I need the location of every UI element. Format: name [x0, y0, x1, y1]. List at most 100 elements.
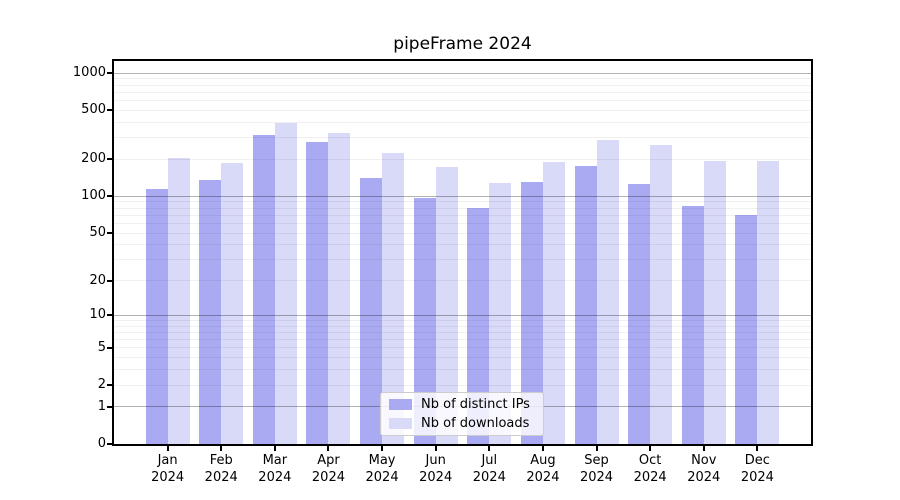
x-tick-mark [756, 446, 759, 451]
y-tick-mark [107, 443, 112, 445]
bar-distinct-ips [413, 197, 436, 444]
bar-downloads [757, 160, 780, 444]
bar-distinct-ips [681, 206, 704, 444]
y-tick-label: 0 [97, 436, 106, 451]
bar-distinct-ips [145, 188, 168, 444]
x-tick-mark [273, 446, 276, 451]
bar-distinct-ips [199, 180, 222, 444]
x-tick-label: Jun 2024 [419, 453, 453, 485]
y-tick-label: 50 [89, 225, 106, 241]
x-tick-label: Mar 2024 [258, 453, 292, 485]
x-tick-mark [488, 446, 491, 451]
y-tick-label: 1000 [72, 65, 106, 81]
gridline-minor [114, 158, 811, 160]
x-tick-label: May 2024 [365, 453, 399, 485]
x-tick-mark [595, 446, 598, 451]
bar-downloads [167, 158, 190, 444]
legend-item-distinct-ips: Nb of distinct IPs [389, 397, 535, 412]
y-tick-label: 20 [89, 272, 106, 288]
y-tick-label: 10 [89, 307, 106, 323]
gridline-minor [114, 232, 811, 234]
chart-title: pipeFrame 2024 [393, 34, 532, 54]
bar-downloads [435, 167, 458, 444]
bar-downloads [650, 145, 673, 444]
gridline-minor [114, 207, 811, 209]
y-tick-label: 2 [97, 377, 106, 393]
y-tick-mark [107, 195, 112, 198]
legend: Nb of distinct IPs Nb of downloads [380, 392, 544, 436]
y-tick-label: 1 [97, 398, 106, 414]
gridline-minor [114, 259, 811, 261]
bar-distinct-ips [306, 141, 329, 444]
x-tick-mark [434, 446, 437, 451]
gridline-minor [114, 109, 811, 111]
gridline-minor [114, 319, 811, 321]
y-tick-mark [107, 232, 112, 235]
x-tick-label: Aug 2024 [526, 453, 560, 485]
bar-downloads [328, 132, 351, 444]
y-tick-label: 200 [81, 151, 106, 167]
bar-distinct-ips [628, 184, 651, 444]
bar-distinct-ips [520, 182, 543, 444]
bar-distinct-ips [467, 208, 490, 444]
gridline-minor [114, 347, 811, 349]
x-tick-label: Jan 2024 [151, 453, 185, 485]
gridline-major [114, 195, 811, 197]
gridline-minor [114, 100, 811, 102]
y-tick-label: 500 [81, 102, 106, 118]
bar-downloads [542, 162, 565, 444]
gridline-major [114, 72, 811, 74]
x-tick-mark [702, 446, 705, 451]
y-tick-mark [107, 158, 112, 161]
bar-downloads [382, 153, 405, 444]
gridline-minor [114, 384, 811, 386]
gridline-major [114, 314, 811, 316]
bar-downloads [489, 183, 512, 444]
x-tick-label: Sep 2024 [579, 453, 614, 485]
x-tick-mark [327, 446, 330, 451]
x-tick-mark [381, 446, 384, 451]
gridline-minor [114, 369, 811, 371]
x-tick-mark [541, 446, 544, 451]
x-tick-mark [649, 446, 652, 451]
legend-label-distinct-ips: Nb of distinct IPs [421, 397, 530, 412]
y-tick-mark [107, 72, 112, 75]
x-tick-label: Oct 2024 [633, 453, 667, 485]
gridline-minor [114, 121, 811, 123]
bar-downloads [274, 123, 297, 444]
gridline-minor [114, 137, 811, 139]
bar-distinct-ips [735, 214, 758, 444]
x-tick-label: Dec 2024 [740, 453, 774, 485]
gridline-minor [114, 244, 811, 246]
x-tick-label: Nov 2024 [687, 453, 721, 485]
gridline-minor [114, 91, 811, 93]
y-tick-mark [107, 279, 112, 282]
bar-downloads [703, 160, 726, 444]
y-tick-label: 100 [81, 188, 106, 204]
y-tick-mark [107, 384, 112, 387]
y-tick-mark [107, 346, 112, 349]
y-tick-mark [107, 405, 112, 408]
x-tick-mark [166, 446, 169, 451]
legend-label-downloads: Nb of downloads [421, 416, 530, 431]
legend-item-downloads: Nb of downloads [389, 416, 535, 431]
gridline-minor [114, 78, 811, 80]
x-tick-mark [220, 446, 223, 451]
x-tick-label: Jul 2024 [472, 453, 506, 485]
y-tick-mark [107, 109, 112, 112]
legend-swatch-downloads-icon [389, 418, 412, 429]
gridline-minor [114, 84, 811, 86]
y-tick-mark [107, 314, 112, 317]
bar-downloads [596, 139, 619, 444]
x-tick-label: Apr 2024 [311, 453, 345, 485]
bar-distinct-ips [360, 177, 383, 444]
y-tick-label: 5 [97, 339, 106, 355]
bar-distinct-ips [252, 135, 275, 444]
gridline-minor [114, 280, 811, 282]
gridline-minor [114, 222, 811, 224]
x-tick-label: Feb 2024 [204, 453, 238, 485]
legend-swatch-distinct-ips-icon [389, 399, 412, 410]
gridline-minor [114, 357, 811, 359]
gridline-minor [114, 214, 811, 216]
